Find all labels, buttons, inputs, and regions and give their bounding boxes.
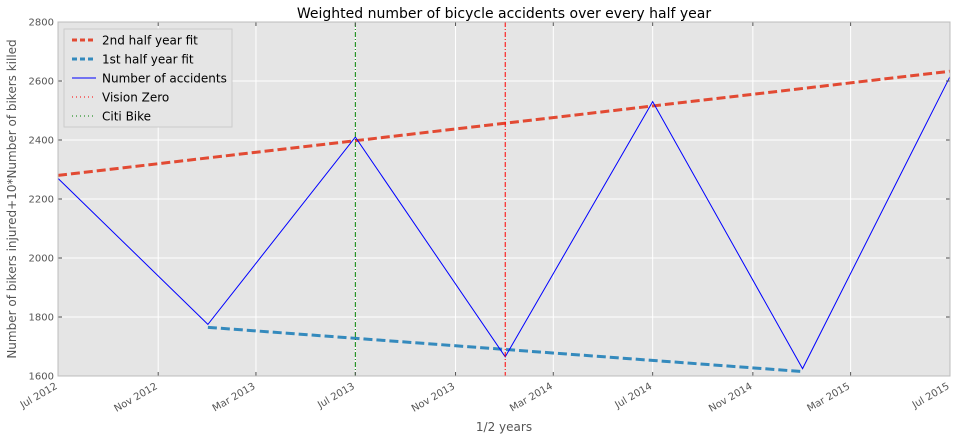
x-tick-label: Jul 2013 — [315, 381, 357, 411]
x-tick-label: Mar 2014 — [508, 381, 555, 414]
x-axis-label: 1/2 years — [476, 420, 532, 434]
y-tick-label: 2000 — [29, 254, 54, 265]
x-tick-label: Nov 2012 — [112, 381, 159, 415]
chart-title: Weighted number of bicycle accidents ove… — [297, 6, 712, 22]
x-tick-label: Jul 2015 — [910, 381, 952, 411]
y-axis-label: Number of bikers injured+10*Number of bi… — [5, 39, 19, 358]
legend: 2nd half year fit 1st half year fit Number… — [63, 28, 233, 128]
y-tick-label: 1600 — [29, 372, 54, 383]
y-tick-label: 2800 — [29, 18, 54, 29]
2nd-half-year-fit-line — [57, 69, 951, 177]
legend-label: Citi Bike — [102, 110, 151, 124]
legend-label: 1st half year fit — [102, 53, 194, 67]
y-tick-label: 1800 — [29, 313, 54, 324]
legend-label: 2nd half year fit — [102, 34, 198, 48]
plot-frame — [57, 21, 951, 377]
x-tick-label: Nov 2014 — [707, 381, 754, 415]
x-tick-label: Nov 2013 — [410, 381, 457, 415]
series-layer — [57, 22, 951, 376]
y-tick-label: 2400 — [29, 136, 54, 147]
x-tick-label: Jul 2014 — [613, 381, 655, 411]
y-tick-label: 2200 — [29, 195, 54, 206]
y-tick-label: 2600 — [29, 77, 54, 88]
x-tick-label: Mar 2013 — [211, 381, 258, 414]
x-tick-label: Mar 2015 — [805, 381, 852, 414]
x-tick-label: Jul 2012 — [18, 381, 60, 411]
1st-half-year-fit-line — [207, 325, 803, 374]
legend-label: Number of accidents — [102, 72, 227, 86]
legend-label: Vision Zero — [102, 91, 169, 105]
